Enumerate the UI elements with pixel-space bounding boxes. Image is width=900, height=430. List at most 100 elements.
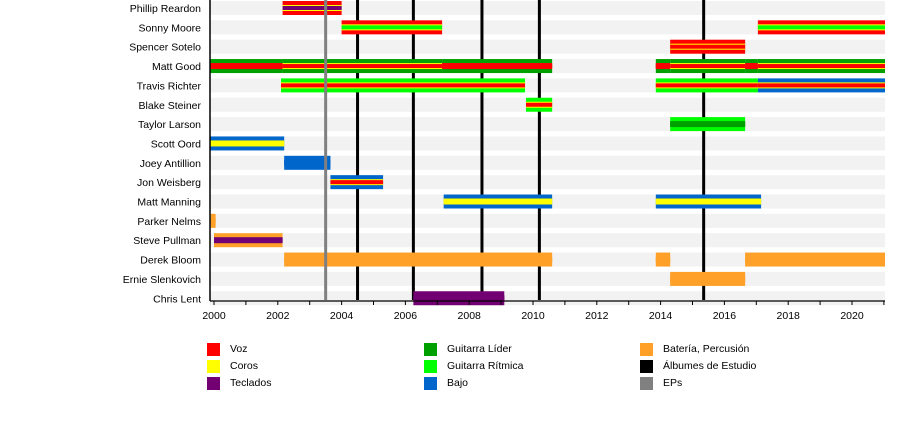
member-bar	[413, 291, 505, 306]
bar-inner	[757, 83, 885, 88]
member-bar	[757, 59, 885, 74]
member-bar	[655, 59, 671, 74]
member-labels: Phillip Reardon Sonny Moore Spencer Sotelo…	[123, 3, 202, 305]
member-bar	[745, 59, 758, 74]
bar-inner	[670, 276, 746, 281]
member-bar	[670, 271, 746, 286]
member-label: Matt Manning	[137, 197, 201, 209]
member-label: Spencer Sotelo	[129, 42, 201, 54]
row-band	[210, 155, 885, 170]
member-label: Jon Weisberg	[137, 177, 201, 189]
member-bar	[670, 59, 746, 74]
x-tick-label: 2014	[649, 310, 673, 322]
x-tick-label: 2018	[777, 310, 801, 322]
ep-release-line	[324, 0, 328, 300]
member-bar	[280, 78, 526, 93]
bar-inner	[655, 64, 671, 69]
member-bar	[214, 233, 283, 248]
member-bar	[670, 39, 746, 54]
member-label: Sonny Moore	[139, 22, 202, 34]
x-tick-label: 2004	[330, 310, 354, 322]
member-bars	[210, 1, 885, 306]
bar-inner	[655, 83, 758, 88]
album-release-line	[702, 0, 706, 300]
member-label: Steve Pullman	[133, 235, 201, 247]
bar-inner	[282, 6, 342, 10]
member-bar	[284, 252, 553, 267]
row-band	[210, 117, 885, 132]
x-tick-label: 2020	[840, 310, 864, 322]
member-bar	[282, 59, 443, 74]
album-release-line	[480, 0, 484, 300]
bar-inner	[210, 64, 283, 69]
member-bar	[341, 20, 443, 35]
member-bar	[745, 252, 885, 267]
bar-inner	[655, 257, 671, 262]
member-label: Taylor Larson	[138, 119, 201, 131]
member-label: Matt Good	[152, 61, 201, 73]
x-axis: 2000 2002 2004 2006 2008 2010 2012 2014 2016 2018…	[202, 0, 885, 322]
bar-inner	[210, 141, 285, 146]
album-release-line	[411, 0, 415, 300]
bar-inner	[282, 64, 443, 69]
bar-inner	[757, 64, 885, 69]
bar-inner	[670, 122, 746, 127]
x-tick-label: 2016	[713, 310, 737, 322]
row-band	[210, 175, 885, 190]
bar-inner	[210, 218, 216, 223]
bar-inner	[670, 64, 746, 69]
x-tick-label: 2008	[458, 310, 482, 322]
x-tick-label: 2012	[585, 310, 609, 322]
bar-inner	[443, 199, 553, 204]
album-release-line	[356, 0, 360, 300]
member-bar	[330, 175, 384, 190]
bar-inner	[413, 296, 505, 301]
member-label: Joey Antillion	[140, 158, 201, 170]
x-tick-label: 2010	[521, 310, 545, 322]
member-label: Travis Richter	[137, 80, 202, 92]
member-bar	[655, 252, 671, 267]
bar-inner	[280, 83, 526, 88]
bar-inner	[670, 44, 746, 49]
member-bar	[757, 20, 885, 35]
member-label: Parker Nelms	[137, 216, 201, 228]
member-bar	[757, 78, 885, 93]
member-bar	[525, 97, 553, 112]
bar-inner	[330, 180, 384, 185]
bar-inner	[284, 257, 553, 262]
member-bar	[655, 194, 762, 209]
bar-inner	[525, 102, 553, 107]
x-tick-label: 2000	[202, 310, 226, 322]
member-label: Ernie Slenkovich	[123, 274, 201, 286]
release-lines	[356, 0, 706, 300]
bar-inner	[442, 64, 553, 69]
row-band	[210, 233, 885, 248]
ep-lines	[324, 0, 328, 300]
member-bar	[442, 59, 553, 74]
row-band	[210, 39, 885, 54]
row-band	[210, 213, 885, 228]
member-label: Phillip Reardon	[130, 3, 201, 15]
row-band	[210, 291, 885, 306]
bar-inner	[745, 257, 885, 262]
member-bar	[670, 117, 746, 132]
x-tick-label: 2006	[394, 310, 418, 322]
member-bar	[443, 194, 553, 209]
member-label: Derek Bloom	[140, 255, 201, 267]
member-bar	[210, 136, 285, 151]
member-bar	[210, 213, 216, 228]
row-band	[210, 136, 885, 151]
bar-inner	[214, 238, 283, 243]
member-label: Chris Lent	[153, 293, 201, 305]
member-label: Blake Steiner	[139, 100, 202, 112]
row-band	[210, 1, 885, 15]
bar-inner	[757, 25, 885, 30]
member-label: Scott Oord	[151, 138, 201, 150]
row-band	[210, 271, 885, 286]
bar-inner	[745, 64, 758, 69]
album-release-line	[537, 0, 541, 300]
bar-inner	[284, 160, 331, 165]
member-bar	[655, 78, 758, 93]
x-tick-label: 2002	[266, 310, 290, 322]
